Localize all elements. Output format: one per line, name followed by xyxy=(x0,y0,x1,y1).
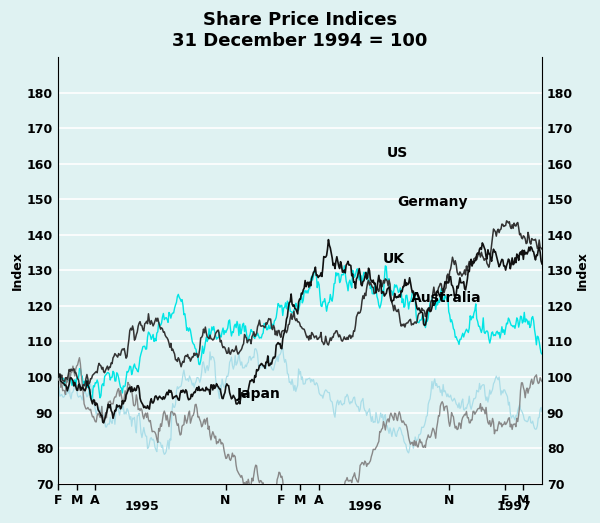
Text: US: US xyxy=(387,145,409,160)
Title: Share Price Indices
31 December 1994 = 100: Share Price Indices 31 December 1994 = 1… xyxy=(172,11,428,50)
Text: 1995: 1995 xyxy=(124,501,159,514)
Text: Japan: Japan xyxy=(237,388,281,401)
Y-axis label: Index: Index xyxy=(11,251,24,290)
Text: Australia: Australia xyxy=(412,291,482,305)
Text: 1996: 1996 xyxy=(348,501,382,514)
Y-axis label: Index: Index xyxy=(576,251,589,290)
Text: Germany: Germany xyxy=(397,196,467,209)
Text: 1997: 1997 xyxy=(497,501,532,514)
Text: UK: UK xyxy=(382,252,404,266)
